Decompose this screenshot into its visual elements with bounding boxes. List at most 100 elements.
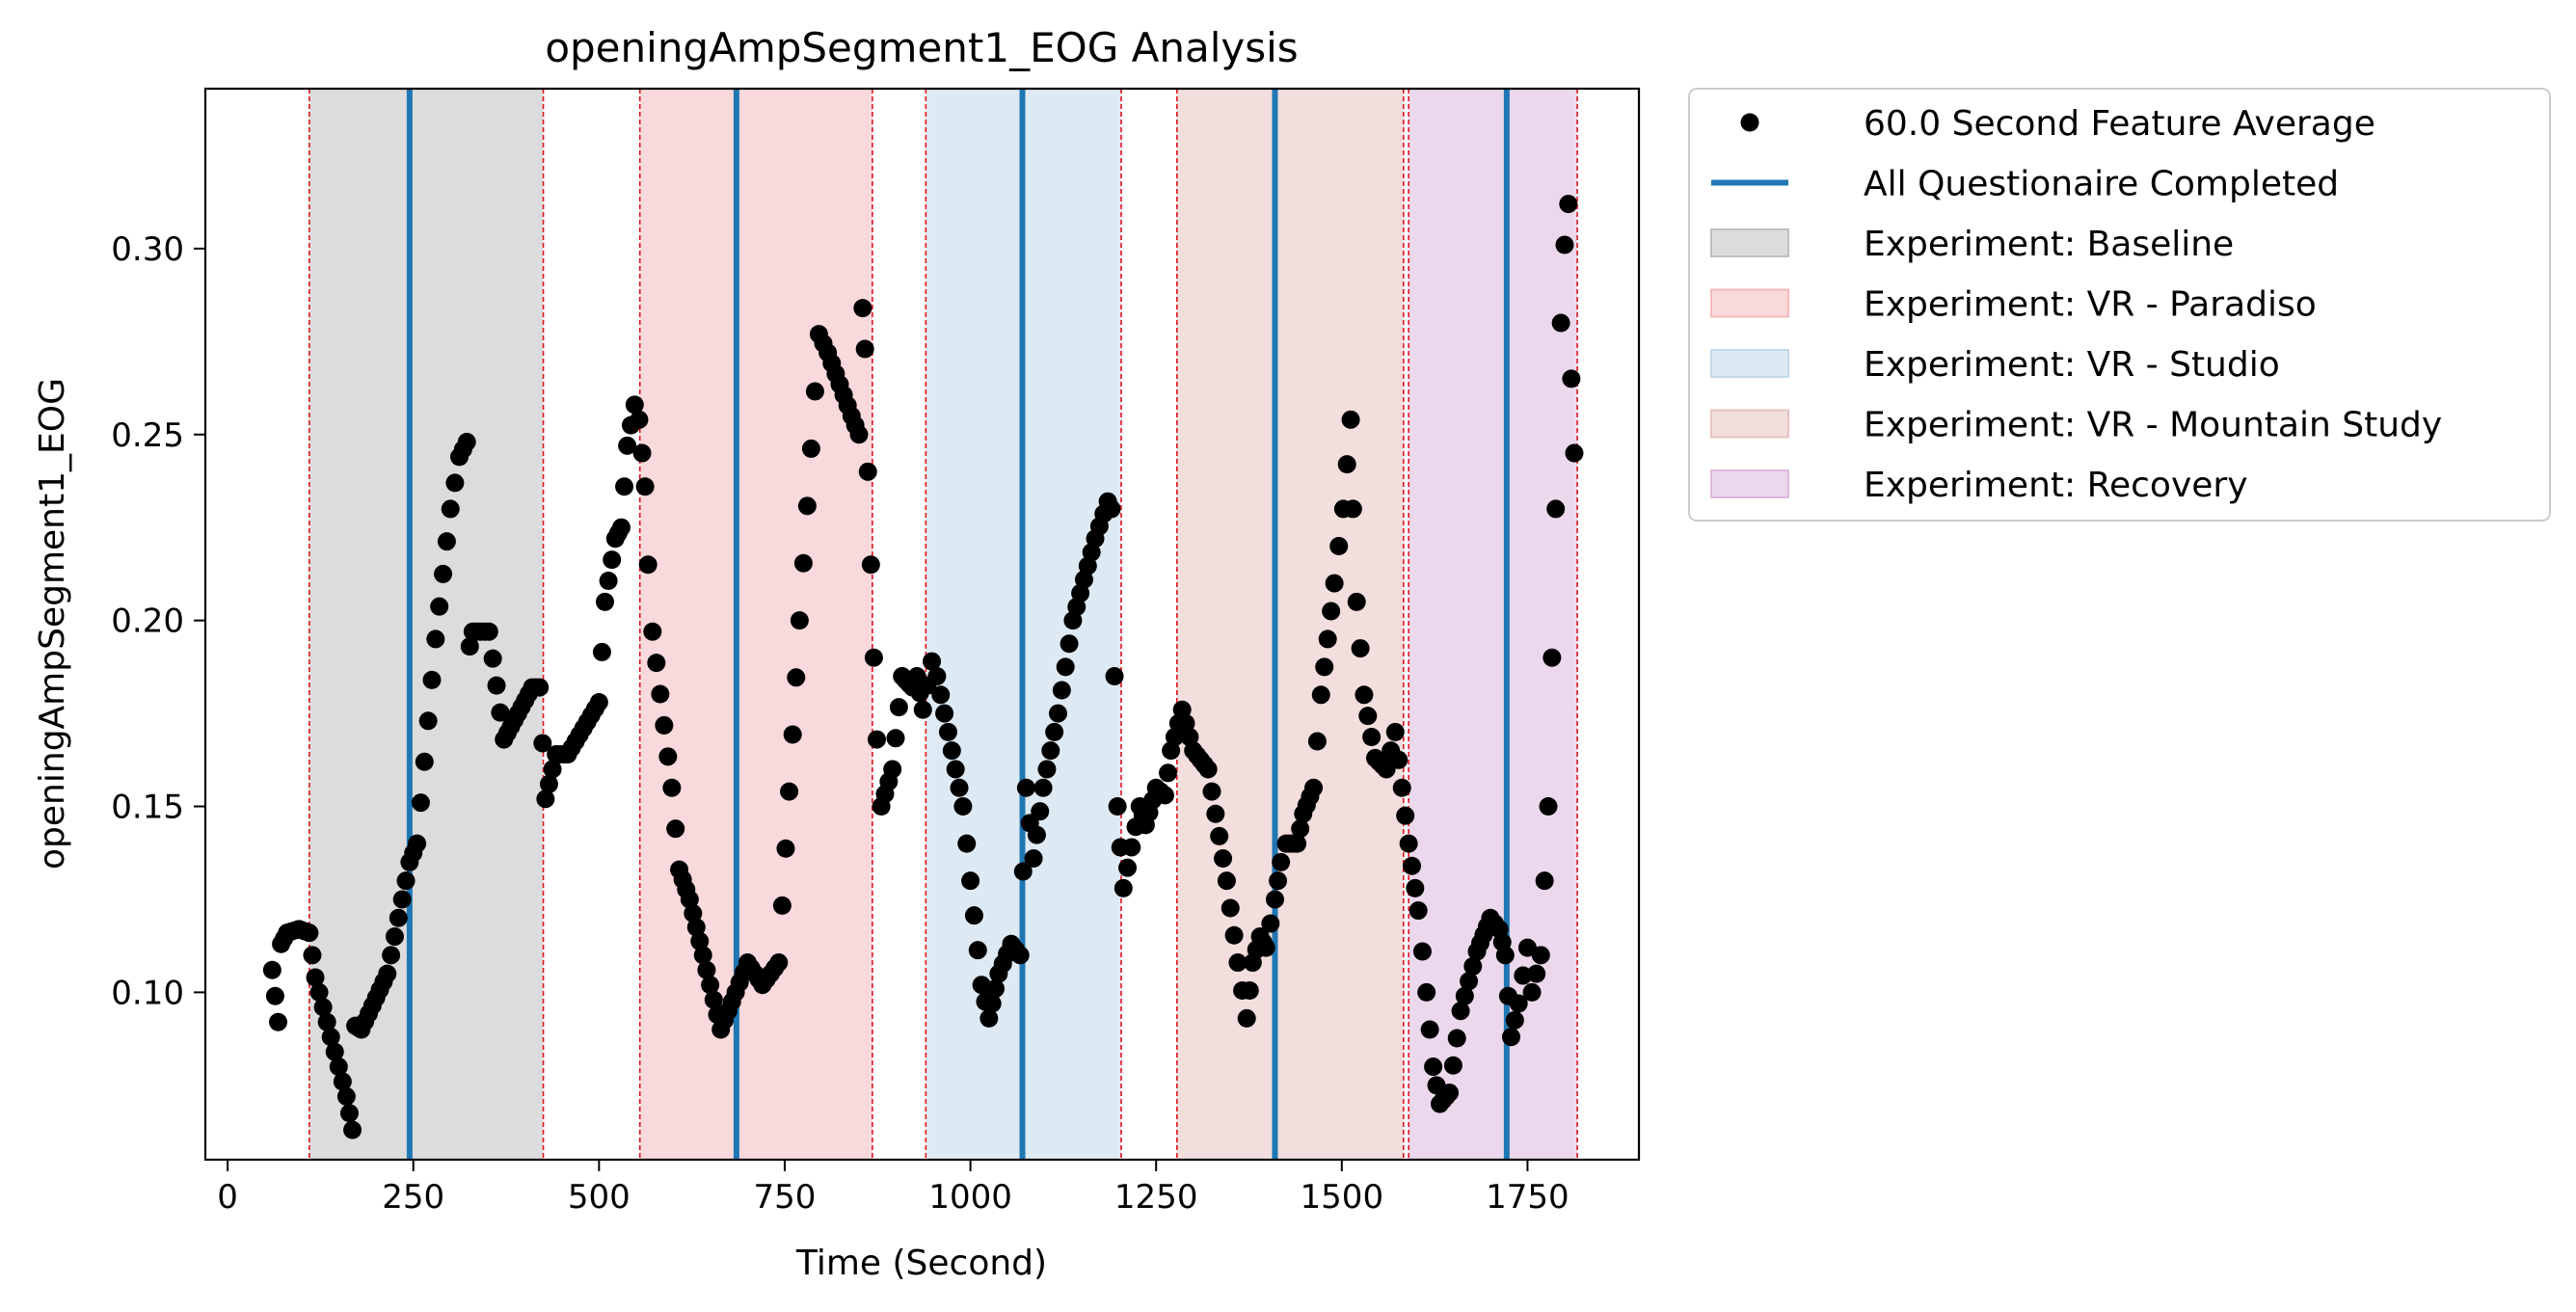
data-point: [1237, 1008, 1256, 1028]
data-point: [603, 550, 622, 570]
data-point: [701, 976, 720, 995]
data-point: [1311, 685, 1330, 705]
data-point: [317, 1012, 336, 1031]
data-point: [1501, 1028, 1520, 1047]
data-point: [265, 986, 284, 1005]
data-point: [415, 752, 434, 771]
data-point: [1206, 804, 1225, 823]
data-point: [1318, 629, 1337, 649]
data-point: [946, 760, 965, 779]
data-point: [953, 797, 973, 817]
data-point: [1224, 925, 1244, 945]
data-point: [479, 622, 498, 641]
data-point: [1406, 878, 1425, 897]
data-point: [269, 1012, 288, 1031]
data-point: [666, 819, 685, 839]
data-point: [780, 782, 799, 801]
data-point: [1159, 763, 1178, 783]
data-point: [849, 425, 869, 444]
data-point: [864, 648, 883, 667]
data-point: [1016, 778, 1035, 797]
phase-bands: [309, 89, 1578, 1160]
legend-marker-patch: [1710, 409, 1789, 439]
data-point: [635, 477, 655, 496]
y-tick-label: 0.30: [111, 230, 184, 269]
data-point: [343, 1120, 362, 1139]
data-point: [1385, 722, 1405, 741]
data-point: [460, 637, 479, 656]
data-point: [1392, 778, 1411, 797]
data-point: [1325, 574, 1344, 593]
data-point: [445, 473, 465, 493]
y-tick-label: 0.20: [111, 602, 184, 641]
data-point: [986, 979, 1006, 999]
data-point: [1337, 455, 1356, 474]
data-point: [434, 564, 453, 583]
data-point: [1031, 802, 1050, 821]
chart-title: openingAmpSegment1_EOG Analysis: [545, 24, 1298, 71]
feature-points: [262, 195, 1584, 1139]
data-point: [483, 649, 502, 668]
data-point: [1424, 1058, 1443, 1077]
data-point: [543, 760, 562, 779]
data-point: [1322, 602, 1341, 621]
data-point: [1546, 499, 1566, 519]
data-point: [589, 693, 608, 712]
legend-entry-label: Experiment: VR - Studio: [1864, 345, 2280, 385]
data-point: [938, 722, 957, 741]
data-point: [797, 496, 817, 516]
legend-marker-patch: [1710, 349, 1789, 378]
data-point: [1343, 499, 1362, 519]
data-point: [690, 931, 710, 951]
data-point: [611, 518, 631, 537]
data-point: [1517, 938, 1537, 957]
data-point: [389, 908, 408, 927]
data-point: [1543, 648, 1562, 667]
data-point: [1463, 956, 1483, 976]
y-axis-ticks: 0.10 0.15 0.20 0.25 0.30: [111, 230, 205, 1012]
data-point: [790, 611, 809, 630]
data-point: [457, 432, 476, 451]
data-point: [1527, 964, 1546, 983]
data-point: [1551, 313, 1570, 333]
data-point: [1202, 782, 1221, 801]
phase-band: [1409, 89, 1578, 1160]
x-tick-label: 0: [217, 1178, 238, 1217]
data-point: [1514, 966, 1533, 985]
data-point: [336, 1086, 356, 1106]
data-point: [1010, 946, 1030, 965]
data-point: [961, 871, 980, 891]
data-point: [392, 890, 412, 909]
data-point: [693, 946, 712, 965]
data-point: [630, 410, 649, 429]
data-point: [1217, 871, 1236, 891]
data-point: [1198, 760, 1218, 779]
data-point: [1409, 901, 1428, 921]
data-point: [1451, 1002, 1470, 1021]
data-point: [632, 443, 652, 463]
data-point: [1102, 499, 1121, 519]
data-point: [1013, 862, 1033, 881]
data-point: [596, 592, 615, 611]
data-point: [1389, 750, 1409, 769]
x-tick-label: 1500: [1301, 1178, 1384, 1217]
data-point: [1048, 704, 1067, 723]
data-point: [382, 946, 401, 965]
data-point: [868, 730, 887, 749]
data-point: [1056, 657, 1075, 677]
data-point: [1329, 536, 1349, 555]
data-point: [441, 499, 460, 519]
data-point: [1269, 871, 1288, 891]
data-point: [1522, 982, 1542, 1002]
data-point: [1210, 826, 1229, 845]
data-point: [625, 395, 644, 415]
data-point: [1037, 760, 1057, 779]
data-point: [1347, 592, 1366, 611]
legend-marker-dot: [1740, 113, 1759, 132]
data-point: [1265, 890, 1284, 909]
data-point: [1105, 667, 1124, 686]
data-point: [1307, 732, 1327, 751]
data-point: [931, 685, 951, 705]
data-point: [1399, 834, 1418, 853]
